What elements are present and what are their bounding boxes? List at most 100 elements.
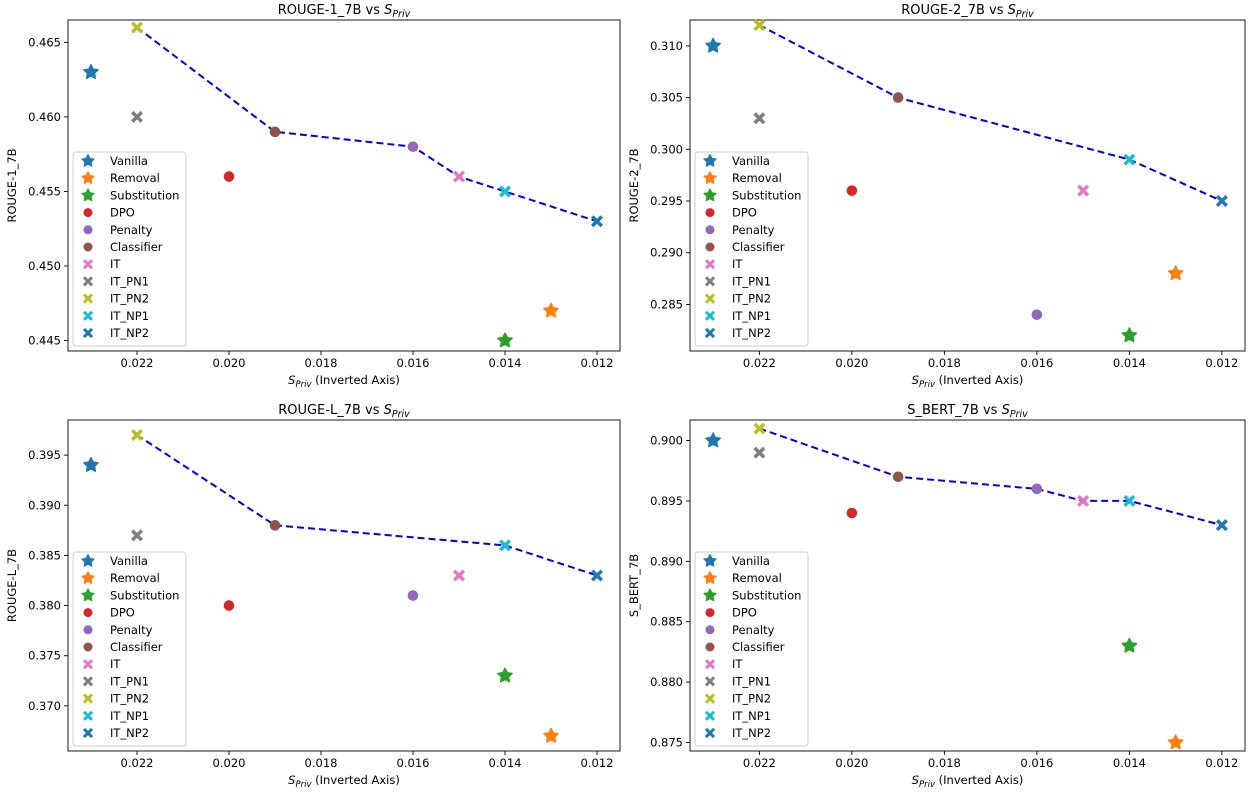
legend-marker: [82, 659, 94, 670]
legend-marker: [82, 327, 94, 339]
legend-label: DPO: [110, 206, 135, 220]
chart-title: ROUGE-2_7B vs SPriv: [901, 3, 1034, 20]
point-substitution: [497, 332, 513, 348]
legend-marker: [82, 293, 94, 304]
legend-marker: [82, 259, 94, 270]
legend-label: IT_PN1: [110, 274, 149, 288]
point-it-pn1: [131, 529, 143, 542]
x-tick-label: 0.012: [581, 356, 614, 370]
legend-marker: [704, 710, 716, 721]
x-axis-label: SPriv (Inverted Axis): [288, 373, 400, 390]
legend: Vanilla Removal Substitution DPO Penalty Clas…: [72, 551, 187, 747]
x-tick-label: 0.022: [743, 356, 776, 370]
axes-frame: [689, 419, 1246, 752]
legend-label: DPO: [732, 206, 757, 220]
point-it-np2: [591, 569, 603, 582]
chart-panel-3: ROUGE-L_7B vs SPriv 0.022 0.020 0.018 0.016 0…: [5, 403, 621, 790]
chart-title: S_BERT_7B vs SPriv: [907, 403, 1028, 420]
point-it-np2: [591, 215, 603, 228]
legend-marker: [705, 208, 715, 218]
legend-marker: [705, 242, 715, 252]
x-tick-label: 0.022: [743, 756, 776, 770]
legend-marker: [704, 327, 716, 339]
legend-label: Substitution: [732, 188, 801, 202]
legend-label: Vanilla: [732, 154, 770, 168]
point-classifier: [269, 126, 281, 138]
y-tick-label: 0.445: [28, 334, 61, 348]
legend-marker: [83, 608, 93, 618]
chart-panel-4: S_BERT_7B vs SPriv 0.022 0.020 0.018 0.016 0.…: [627, 403, 1246, 790]
legend-label: IT_PN2: [110, 692, 149, 706]
legend-label: IT_PN1: [732, 674, 771, 688]
y-tick-label: 0.385: [28, 548, 61, 562]
legend-marker: [81, 588, 95, 602]
legend-label: Penalty: [110, 623, 153, 637]
x-tick-label: 0.016: [1020, 756, 1053, 770]
point-removal: [543, 727, 559, 743]
point-it-pn1: [753, 446, 766, 459]
point-it: [453, 569, 465, 582]
y-axis-label: S_BERT_7B: [627, 554, 641, 617]
legend-label: Penalty: [732, 623, 775, 637]
legend-label: IT_NP1: [732, 309, 771, 323]
legend-label: IT_NP2: [732, 326, 771, 340]
legend-marker: [703, 588, 717, 602]
legend: Vanilla Removal Substitution DPO Penalty Clas…: [694, 551, 809, 747]
legend-label: Penalty: [110, 223, 153, 237]
point-penalty: [1031, 483, 1043, 495]
legend-label: Vanilla: [110, 554, 148, 568]
legend-label: Removal: [732, 571, 782, 585]
legend-marker: [81, 571, 95, 584]
legend-marker: [704, 293, 716, 304]
legend-marker: [82, 727, 94, 739]
legend-label: Classifier: [732, 640, 785, 654]
point-it-np1: [499, 185, 511, 198]
y-tick-label: 0.305: [650, 91, 683, 105]
x-tick-label: 0.018: [928, 756, 961, 770]
point-vanilla: [83, 456, 99, 472]
point-it-np1: [1123, 494, 1136, 507]
chart-title: ROUGE-L_7B vs SPriv: [278, 403, 410, 420]
y-tick-label: 0.380: [28, 599, 61, 613]
legend-marker: [83, 642, 93, 652]
legend-marker: [705, 625, 715, 635]
point-penalty: [407, 590, 419, 601]
y-axis-label: ROUGE-L_7B: [5, 549, 19, 622]
legend-box: [72, 151, 187, 347]
point-removal: [543, 302, 559, 318]
legend-label: IT_NP2: [110, 726, 149, 740]
legend-marker: [704, 693, 716, 704]
y-tick-label: 0.395: [28, 448, 61, 462]
frontier-line: [758, 24, 1223, 202]
legend-label: IT: [110, 257, 121, 271]
point-penalty: [407, 141, 419, 153]
legend-marker: [83, 225, 93, 235]
point-substitution: [497, 667, 513, 683]
x-tick-label: 0.018: [305, 356, 338, 370]
legend-marker: [83, 208, 93, 218]
legend-label: Removal: [732, 171, 782, 185]
x-tick-label: 0.020: [213, 356, 246, 370]
chart-panel-1: ROUGE-1_7B vs SPriv 0.022 0.020 0.018 0.016 0…: [5, 3, 621, 390]
legend-label: Removal: [110, 171, 160, 185]
x-tick-label: 0.016: [1020, 356, 1053, 370]
legend-marker: [81, 171, 95, 184]
point-it-pn1: [753, 112, 766, 125]
x-tick-label: 0.012: [581, 756, 614, 770]
legend-label: Vanilla: [110, 154, 148, 168]
legend-marker: [703, 554, 717, 567]
y-tick-label: 0.875: [650, 736, 683, 750]
point-penalty: [1031, 309, 1043, 321]
x-tick-label: 0.018: [928, 356, 961, 370]
legend-label: IT: [732, 257, 743, 271]
y-tick-label: 0.455: [28, 184, 61, 198]
legend-marker: [704, 676, 716, 687]
y-tick-label: 0.370: [28, 699, 61, 713]
x-tick-label: 0.014: [1113, 756, 1146, 770]
point-it-np2: [1215, 519, 1228, 532]
point-it-pn2: [753, 422, 766, 435]
point-vanilla: [705, 432, 721, 448]
chart-panel-2: ROUGE-2_7B vs SPriv 0.022 0.020 0.018 0.016 0…: [627, 3, 1246, 390]
x-axis-label: SPriv (Inverted Axis): [288, 773, 400, 790]
legend-marker: [704, 310, 716, 321]
